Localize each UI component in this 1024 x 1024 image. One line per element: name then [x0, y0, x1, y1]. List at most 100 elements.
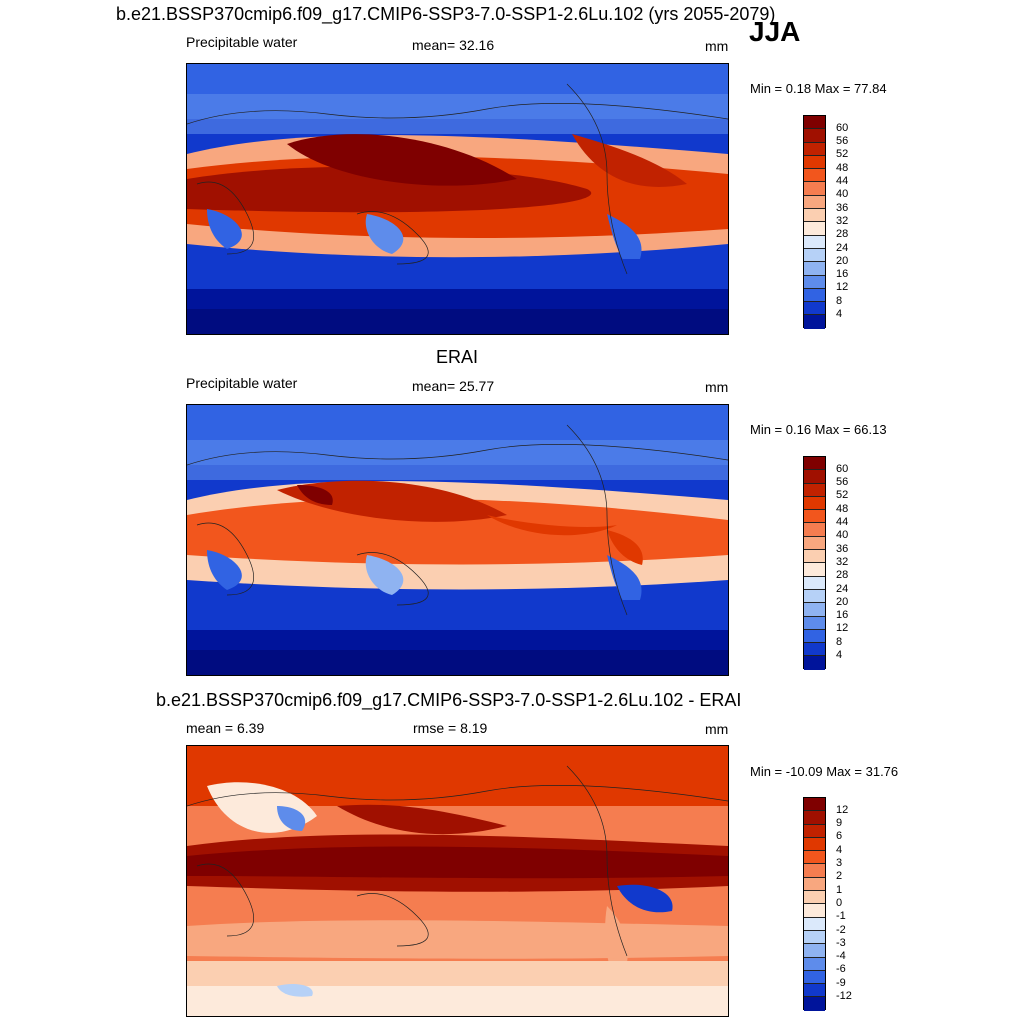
- colorbar-tick-label: 40: [836, 188, 849, 201]
- colorbar-swatch: [804, 275, 825, 289]
- colorbar-swatch: [804, 315, 825, 329]
- colorbar-swatch: [804, 904, 825, 918]
- panel-3-units: mm: [705, 721, 729, 737]
- colorbar-swatch: [804, 970, 825, 985]
- colorbar-swatch: [804, 523, 825, 537]
- colorbar-swatch: [804, 195, 825, 210]
- colorbar-tick-label: 48: [836, 161, 849, 174]
- colorbar-tick-label: 40: [836, 529, 849, 542]
- colorbar-swatch: [804, 656, 825, 670]
- colorbar-swatch: [804, 603, 825, 617]
- colorbar-tick-label: 24: [836, 241, 849, 254]
- colorbar-swatch: [804, 944, 825, 958]
- colorbar-swatch: [804, 616, 825, 630]
- colorbar-swatch: [804, 930, 825, 945]
- colorbar-tick-label: -6: [836, 963, 846, 976]
- colorbar-swatch: [804, 142, 825, 156]
- colorbar-swatch: [804, 496, 825, 511]
- panel-3-map: [186, 745, 729, 1017]
- colorbar-swatch: [804, 536, 825, 551]
- colorbar-swatch: [804, 864, 825, 878]
- colorbar-swatch: [804, 563, 825, 577]
- panel-2-left-label: Precipitable water: [186, 375, 298, 391]
- colorbar-tick-label: 6: [836, 830, 843, 843]
- season-label: JJA: [749, 16, 801, 47]
- colorbar-tick-label: 1: [836, 883, 843, 896]
- colorbar-swatch: [804, 576, 825, 590]
- colorbar-tick-label: 28: [836, 228, 849, 241]
- panel-3-rmse-label: rmse = 8.19: [413, 720, 488, 736]
- panel-1-mean-label: mean= 32.16: [412, 37, 495, 53]
- colorbar-swatch: [804, 116, 825, 130]
- colorbar-swatch: [804, 877, 825, 892]
- colorbar-swatch: [804, 643, 825, 657]
- panel-2-minmax: Min = 0.16 Max = 66.13: [750, 422, 887, 437]
- colorbar-tick-label: 60: [836, 121, 849, 134]
- colorbar-tick-label: 8: [836, 635, 843, 648]
- colorbar-swatch: [804, 550, 825, 564]
- colorbar-tick-label: -12: [836, 990, 852, 1002]
- colorbar-tick-label: -4: [836, 950, 846, 963]
- colorbar-swatch: [804, 222, 825, 236]
- colorbar-tick-label: 4: [836, 308, 843, 320]
- colorbar-swatch: [804, 262, 825, 276]
- colorbar-tick-label: 12: [836, 622, 849, 635]
- colorbar-tick-label: 9: [836, 817, 843, 830]
- colorbar-swatch: [804, 997, 825, 1011]
- colorbar-swatch: [804, 483, 825, 497]
- colorbar-tick-label: 36: [836, 542, 849, 555]
- colorbar-tick-label: 56: [836, 476, 849, 489]
- colorbar-swatch: [804, 129, 825, 143]
- colorbar-tick-label: 28: [836, 569, 849, 582]
- panel-3-colorbar: [803, 797, 826, 1011]
- colorbar-swatch: [804, 470, 825, 484]
- colorbar-tick-label: -9: [836, 976, 846, 989]
- colorbar-tick-label: -1: [836, 910, 846, 923]
- colorbar-swatch: [804, 288, 825, 303]
- colorbar-tick-label: 16: [836, 609, 849, 622]
- colorbar-swatch: [804, 169, 825, 183]
- panel-2-map: [186, 404, 729, 676]
- panel-3-minmax: Min = -10.09 Max = 31.76: [750, 764, 899, 779]
- colorbar-tick-label: 20: [836, 254, 849, 267]
- colorbar-tick-label: 56: [836, 135, 849, 148]
- colorbar-tick-label: 4: [836, 843, 843, 856]
- colorbar-swatch: [804, 209, 825, 223]
- colorbar-tick-label: 32: [836, 555, 849, 568]
- colorbar-swatch: [804, 235, 825, 249]
- colorbar-swatch: [804, 248, 825, 263]
- colorbar-tick-label: -3: [836, 936, 846, 949]
- panel-1-minmax: Min = 0.18 Max = 77.84: [750, 81, 887, 96]
- colorbar-tick-label: 3: [836, 857, 843, 869]
- colorbar-swatch: [804, 155, 825, 170]
- panel-2-title: ERAI: [436, 347, 479, 367]
- panel-1-left-label: Precipitable water: [186, 34, 298, 50]
- panel-2-units: mm: [705, 379, 729, 395]
- colorbar-tick-label: 44: [836, 175, 849, 187]
- colorbar-swatch: [804, 629, 825, 644]
- colorbar-tick-label: 16: [836, 268, 849, 281]
- colorbar-tick-label: 12: [836, 281, 849, 294]
- colorbar-tick-label: 4: [836, 649, 843, 661]
- colorbar-swatch: [804, 457, 825, 471]
- colorbar-tick-label: 2: [836, 870, 843, 883]
- panel-2-mean-label: mean= 25.77: [412, 378, 495, 394]
- colorbar-tick-label: 8: [836, 294, 843, 307]
- colorbar-tick-label: 36: [836, 201, 849, 214]
- panel-3-title: b.e21.BSSP370cmip6.f09_g17.CMIP6-SSP3-7.…: [156, 690, 742, 710]
- colorbar-swatch: [804, 851, 825, 865]
- panel-1-colorbar: [803, 115, 826, 329]
- colorbar-swatch: [804, 837, 825, 852]
- colorbar-swatch: [804, 957, 825, 971]
- colorbar-tick-label: 52: [836, 148, 849, 161]
- panel-1-units: mm: [705, 38, 729, 54]
- colorbar-tick-label: -2: [836, 923, 846, 936]
- colorbar-swatch: [804, 811, 825, 825]
- colorbar-swatch: [804, 824, 825, 838]
- colorbar-swatch: [804, 589, 825, 604]
- colorbar-swatch: [804, 984, 825, 998]
- colorbar-swatch: [804, 891, 825, 905]
- colorbar-swatch: [804, 917, 825, 931]
- colorbar-swatch: [804, 510, 825, 524]
- figure-title: b.e21.BSSP370cmip6.f09_g17.CMIP6-SSP3-7.…: [116, 4, 776, 24]
